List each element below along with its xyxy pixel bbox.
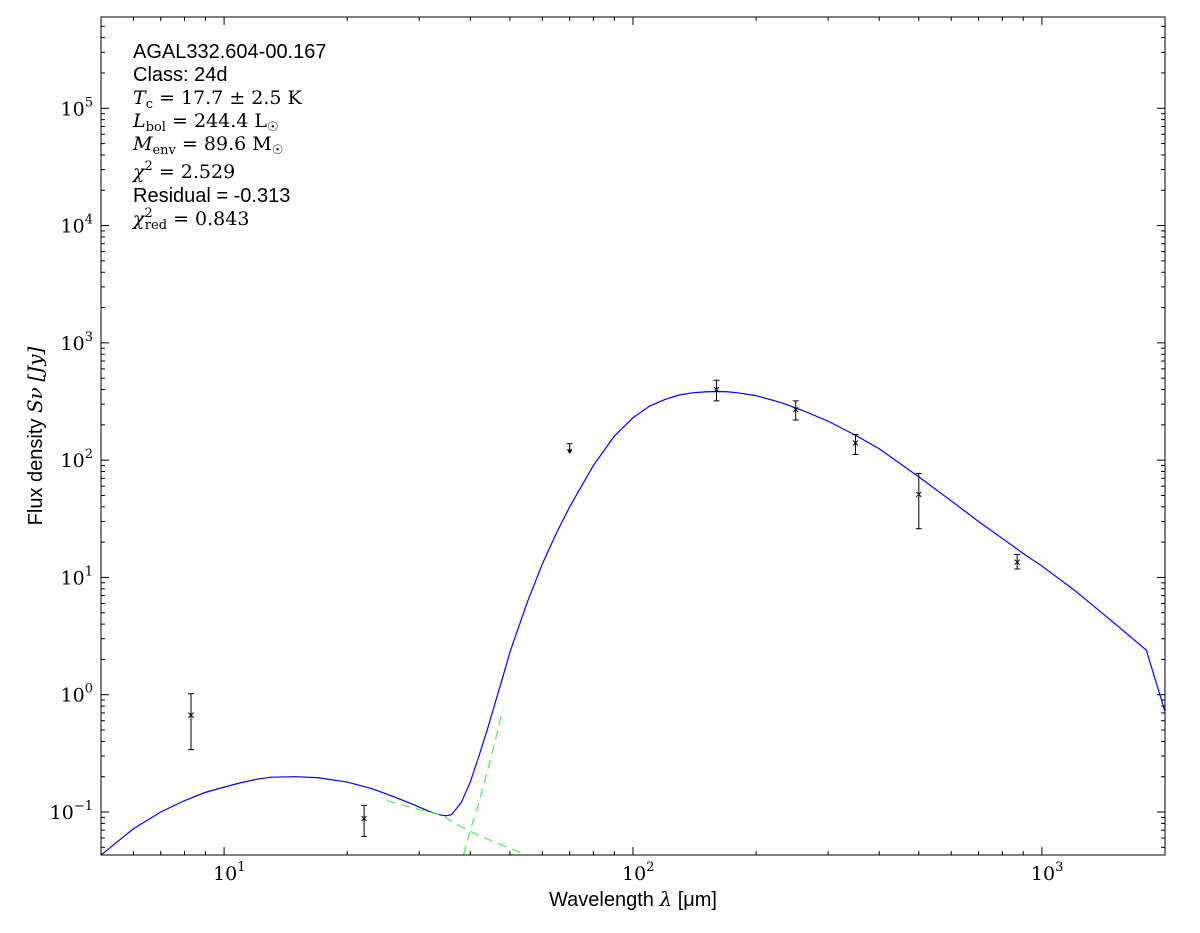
lbol-value: 244.4	[194, 110, 248, 132]
x-marker	[1014, 559, 1021, 565]
y-tick-exp: −1	[74, 799, 93, 814]
menv-value: 89.6	[204, 133, 246, 155]
tc-label: Tc = 17.7 ± 2.5 K	[133, 87, 303, 112]
x-tick-label: 101	[213, 860, 245, 885]
y-tick-exp: 2	[85, 447, 93, 462]
y-tick-exp: 3	[85, 330, 93, 345]
x-axis-label: Wavelength	[549, 889, 654, 911]
data-point	[1014, 553, 1021, 570]
data-point	[188, 693, 195, 751]
x-tick-base: 10	[1031, 863, 1055, 885]
y-axis-label: Flux density	[25, 419, 47, 526]
y-tick-label: 104	[61, 213, 93, 238]
y-tick-exp: 1	[85, 564, 93, 579]
x-axis-symbol: λ	[658, 887, 672, 911]
y-tick-exp: 5	[85, 95, 93, 110]
plot-frame	[100, 16, 1166, 856]
x-axis-unit: [μm]	[678, 889, 717, 911]
y-tick-label: 100	[61, 682, 93, 707]
data-point	[713, 379, 720, 402]
lbol-unit: L	[254, 110, 267, 132]
x-marker	[852, 440, 859, 446]
y-tick-base: 10	[61, 216, 85, 238]
data-point	[361, 804, 368, 837]
lbol-label: Lbol = 244.4 L☉	[132, 110, 279, 135]
x-marker	[361, 815, 367, 822]
y-tick-label: 105	[61, 95, 93, 120]
chi2-value: 2.529	[181, 161, 235, 183]
source-name: AGAL332.604-00.167	[133, 41, 327, 63]
tc-value: 17.7 ± 2.5	[181, 87, 282, 109]
x-marker	[792, 406, 799, 413]
x-tick-base: 10	[213, 863, 237, 885]
y-tick-exp: 4	[85, 213, 93, 228]
y-tick-label: 103	[61, 330, 93, 355]
y-tick-base: 10	[50, 802, 74, 824]
x-tick-exp: 3	[1055, 860, 1063, 875]
menv-unit: M	[252, 133, 271, 155]
upper-limit-arrow	[566, 449, 573, 455]
y-axis-symbol: Sν	[23, 387, 47, 413]
chi2-label: χ2 = 2.529	[131, 159, 235, 183]
menv-label: Menv = 89.6 M☉	[132, 133, 283, 158]
data-point	[792, 400, 799, 421]
model-curves	[101, 390, 1165, 855]
tc-unit: K	[288, 87, 303, 109]
class-label: Class: 24d	[133, 64, 228, 86]
y-axis-unit: [Jy]	[23, 346, 47, 381]
chi2red-value: 0.843	[195, 208, 249, 230]
x-tick-labels: 101 102 103	[213, 860, 1063, 885]
plot-background	[101, 17, 1165, 855]
chi2red-label: χ2 red = 0.843	[131, 206, 249, 233]
x-tick-exp: 2	[646, 860, 654, 875]
x-marker	[915, 491, 922, 498]
minor-ticks	[101, 17, 1165, 855]
component-curve-1	[386, 800, 528, 855]
x-tick-label: 102	[622, 860, 654, 885]
y-tick-base: 10	[61, 333, 85, 355]
y-tick-exp: 0	[85, 682, 93, 697]
major-ticks	[101, 17, 1165, 855]
upper-limit-point	[566, 443, 573, 455]
y-axis-title: Flux density Sν [Jy]	[23, 346, 47, 525]
component-curve-2	[462, 709, 504, 855]
y-tick-base: 10	[61, 450, 85, 472]
x-marker	[188, 712, 194, 718]
data-point	[915, 472, 922, 530]
y-tick-base: 10	[61, 567, 85, 589]
x-tick-label: 103	[1031, 860, 1063, 885]
data-point	[852, 434, 859, 455]
fit-annotations: AGAL332.604-00.167 Class: 24d Tc = 17.7 …	[131, 41, 327, 233]
y-tick-label: 101	[61, 564, 93, 589]
y-tick-base: 10	[61, 98, 85, 120]
x-marker	[713, 386, 720, 393]
x-tick-exp: 1	[237, 860, 245, 875]
data-points	[188, 379, 1021, 837]
x-axis-title: Wavelength λ [μm]	[549, 887, 717, 911]
y-tick-label: 102	[61, 447, 93, 472]
x-tick-base: 10	[622, 863, 646, 885]
total-model-curve	[101, 390, 1165, 855]
residual-label: Residual = -0.313	[133, 185, 290, 207]
y-tick-base: 10	[61, 685, 85, 707]
y-tick-label: 10−1	[50, 799, 93, 824]
